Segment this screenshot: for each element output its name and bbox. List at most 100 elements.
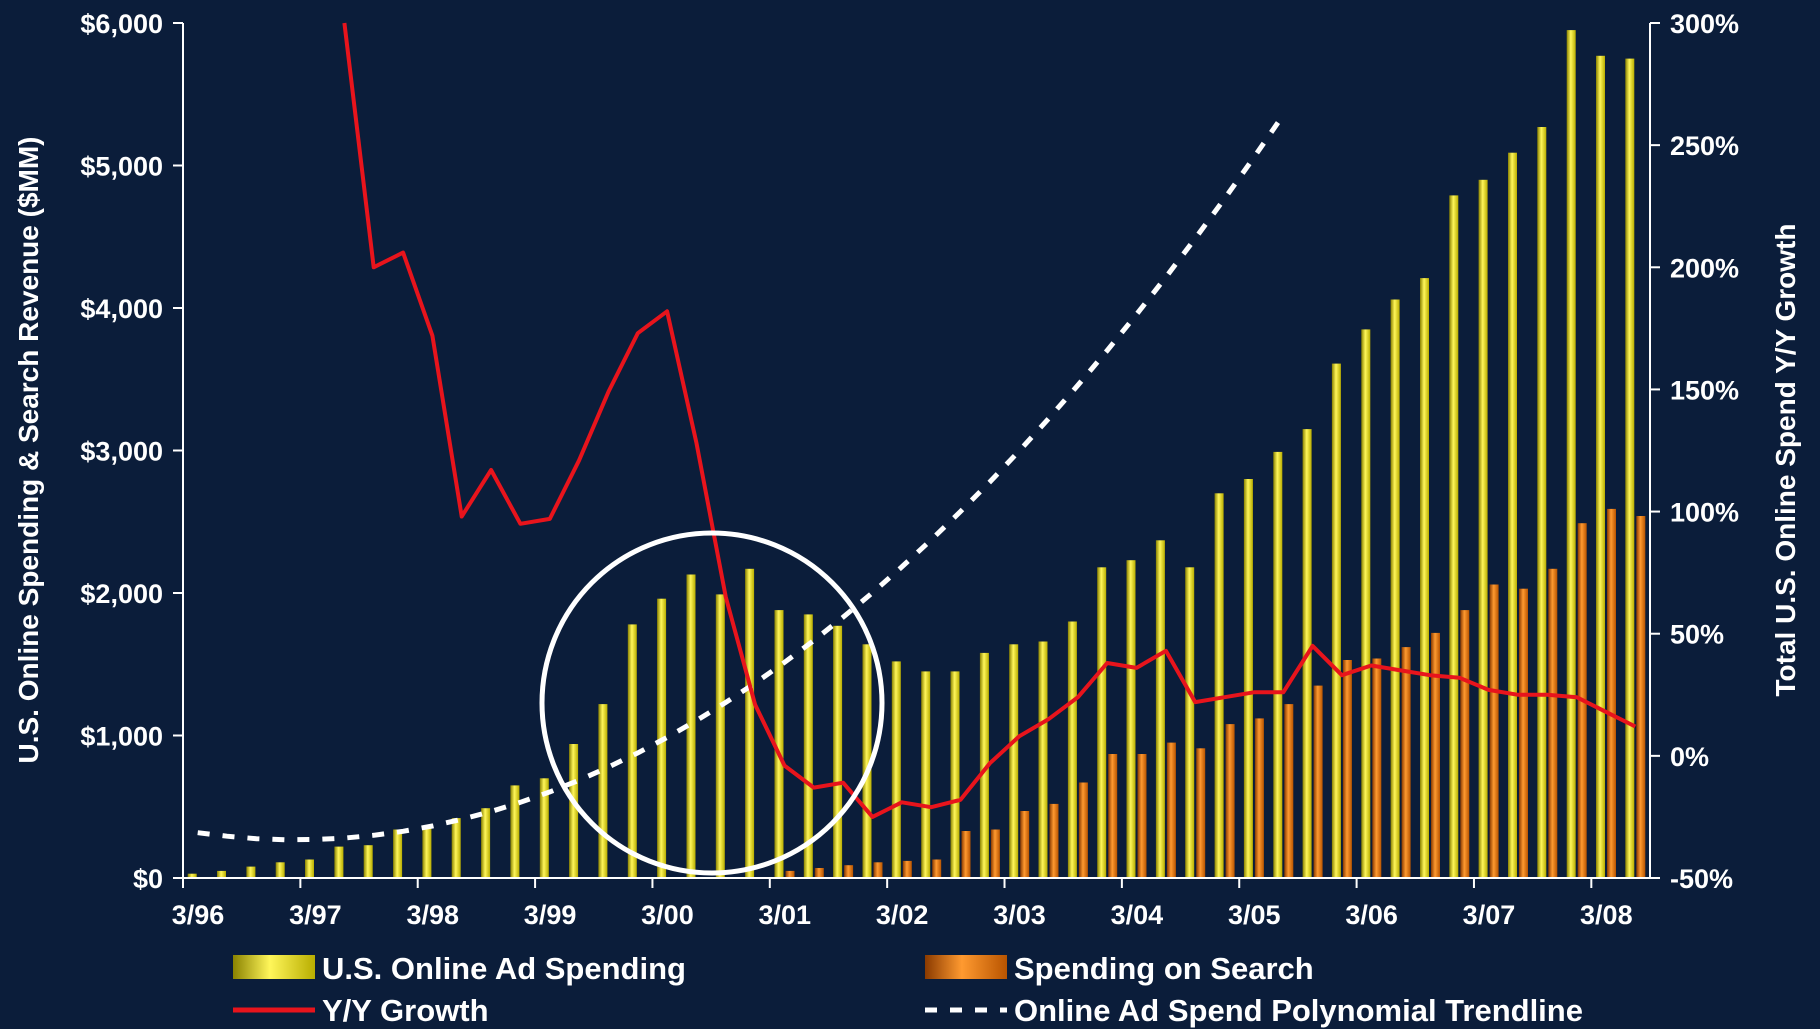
ad-spending-bar <box>305 859 314 878</box>
search-spending-bar <box>1607 508 1616 878</box>
search-spending-bar <box>1137 754 1147 878</box>
legend-label-growth: Y/Y Growth <box>322 993 489 1028</box>
legend: U.S. Online Ad Spending Spending on Sear… <box>233 951 1583 1028</box>
x-tick-label: 3/03 <box>993 900 1046 930</box>
x-tick-label: 3/06 <box>1345 900 1398 930</box>
left-ticks: $0 $1,000 $2,000 $3,000 $4,000 $5,000 $6,000 <box>80 9 183 894</box>
ad-spending-bar <box>1009 644 1019 878</box>
ad-spending-bar <box>363 845 373 878</box>
x-tick-label: 3/96 <box>172 900 225 930</box>
search-spending-bar <box>1108 754 1118 878</box>
search-spending-bar <box>1078 782 1088 878</box>
legend-label-ad-spending: U.S. Online Ad Spending <box>322 951 686 986</box>
search-spending-bar <box>1548 568 1558 878</box>
ad-spending-bar <box>275 862 285 878</box>
ad-spending-bar <box>1097 567 1107 878</box>
ad-spending-bar <box>1155 540 1165 878</box>
search-spending-bar <box>1401 647 1411 878</box>
ad-spending-bar <box>745 568 755 878</box>
ad-spending-bar <box>979 652 989 878</box>
ad-spending-bar <box>451 818 461 878</box>
x-ticks: 3/96 3/97 3/98 3/99 3/00 3/01 3/02 3/03 3/04 3/05… <box>172 878 1633 930</box>
ad-spending-bar <box>686 574 696 878</box>
ad-spending-bar <box>1185 567 1195 878</box>
ad-spending-bar <box>1596 55 1605 879</box>
ad-spending-bar <box>1126 560 1136 878</box>
ad-spending-bar <box>891 661 901 878</box>
ad-spending-bar <box>1214 493 1224 879</box>
left-tick-label: $1,000 <box>80 722 163 752</box>
ad-spending-bar <box>1243 479 1253 878</box>
right-ticks: -50% 0% 50% 100% 150% 200% 250% 300% <box>1650 9 1739 894</box>
search-spending-bar <box>932 859 942 878</box>
ad-spending-bar <box>774 610 784 878</box>
ad-spending-bar <box>833 625 843 878</box>
ad-spending-bar <box>1566 30 1576 879</box>
ad-spending-bar <box>715 594 725 878</box>
search-spending-bar <box>1313 685 1323 878</box>
ad-spending-bar <box>422 828 432 878</box>
ad-spending-bar <box>1331 363 1341 879</box>
ad-spending-bar <box>803 614 813 878</box>
ad-spending-bar <box>539 778 549 879</box>
ad-spending-bar <box>246 866 256 878</box>
right-tick-label: 250% <box>1670 131 1739 161</box>
search-spending-bar <box>1519 588 1528 878</box>
ad-spending-bar <box>627 624 637 878</box>
search-spending-bar <box>1166 742 1176 878</box>
legend-swatch-ad-spending <box>233 955 315 979</box>
y-axis-title: U.S. Online Spending & Search Revenue ($… <box>13 137 44 764</box>
highlight-circle <box>539 530 885 876</box>
ad-spending-bar <box>217 870 226 878</box>
ad-spending-bar <box>1273 451 1283 878</box>
ad-spending-bar <box>1067 621 1077 878</box>
search-spending-bar <box>1460 610 1470 878</box>
left-tick-label: $6,000 <box>80 9 163 39</box>
ad-spending-bar <box>187 873 197 878</box>
search-spending-bar <box>1049 803 1059 878</box>
ad-spending-bar <box>569 744 579 878</box>
ad-spending-bar <box>1038 641 1048 878</box>
ad-spending-bar <box>1508 152 1517 878</box>
left-tick-label: $4,000 <box>80 294 163 324</box>
x-tick-label: 3/02 <box>876 900 929 930</box>
right-tick-label: 150% <box>1670 375 1739 405</box>
search-spending-bar <box>1020 811 1030 878</box>
ad-spending-bars <box>187 30 1635 879</box>
x-tick-label: 3/08 <box>1580 900 1633 930</box>
search-spending-bar <box>785 870 795 878</box>
search-spending-bar <box>902 860 912 878</box>
left-tick-label: $3,000 <box>80 437 163 467</box>
search-spending-bar <box>1636 516 1646 878</box>
right-tick-label: 300% <box>1670 9 1739 39</box>
legend-label-search: Spending on Search <box>1014 951 1314 986</box>
x-tick-label: 3/05 <box>1228 900 1281 930</box>
search-spending-bar <box>1342 660 1352 878</box>
ad-spending-bar <box>1420 278 1429 879</box>
search-spending-bar <box>1489 584 1499 878</box>
legend-swatch-search <box>925 955 1007 979</box>
search-spending-bar <box>814 868 824 878</box>
growth-line <box>342 22 1637 819</box>
search-spending-bar <box>1284 704 1294 878</box>
ad-spending-bar <box>1449 195 1459 878</box>
x-tick-label: 3/97 <box>289 900 342 930</box>
ad-spending-bar <box>950 671 960 878</box>
ad-spending-bar <box>1478 179 1488 879</box>
ad-spending-bar <box>1390 299 1400 878</box>
x-tick-label: 3/01 <box>759 900 812 930</box>
x-tick-label: 3/07 <box>1463 900 1516 930</box>
ad-spending-bar <box>1537 127 1547 878</box>
left-tick-label: $0 <box>133 864 163 894</box>
trendline <box>197 113 1286 843</box>
right-tick-label: 200% <box>1670 253 1739 283</box>
search-spending-bar <box>1372 658 1382 878</box>
search-spending-bar <box>844 865 854 878</box>
search-spending-bar <box>1254 718 1264 878</box>
search-spending-bar <box>961 831 971 878</box>
ad-spending-bar <box>1625 58 1635 879</box>
ad-spending-bar <box>510 785 520 878</box>
x-tick-label: 3/98 <box>406 900 459 930</box>
x-tick-label: 3/00 <box>641 900 694 930</box>
